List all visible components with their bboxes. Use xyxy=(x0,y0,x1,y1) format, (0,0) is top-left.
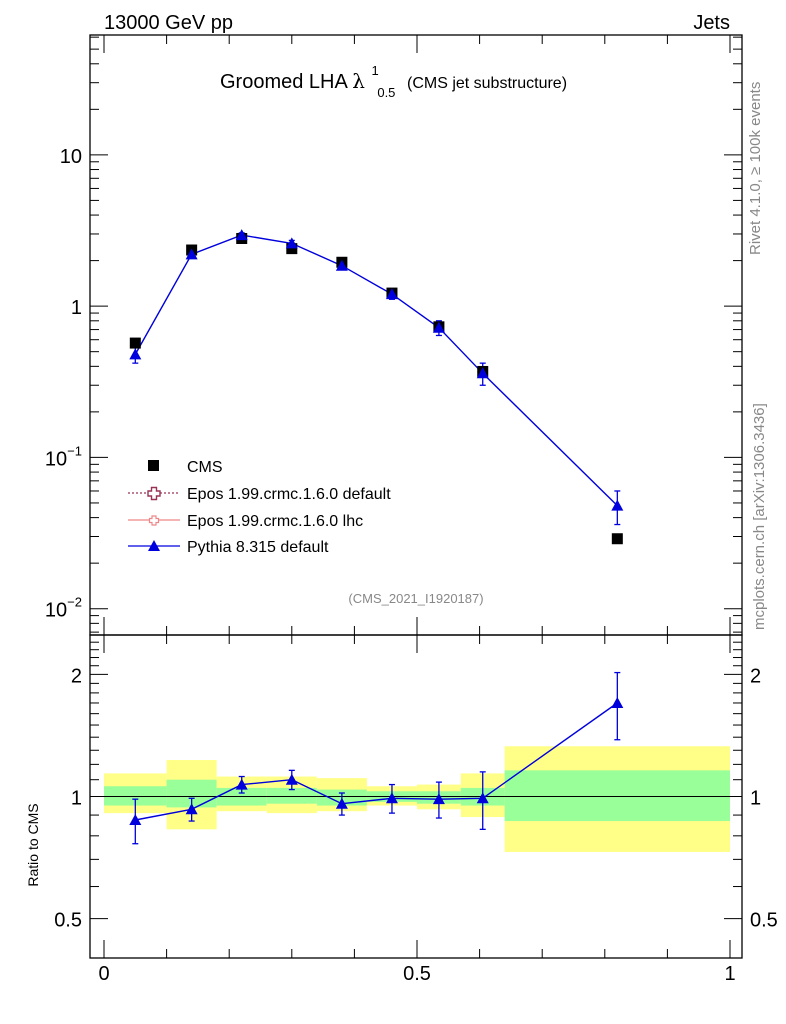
ratio-axis-label: Ratio to CMS xyxy=(25,803,41,886)
pythia-point xyxy=(476,367,489,379)
main-y-tick-label: 10−1 xyxy=(45,443,82,470)
legend-entry-cms: CMS xyxy=(148,459,223,476)
main-y-tick-label: 1 xyxy=(71,297,82,319)
title-symbol: λ xyxy=(352,69,365,93)
legend: CMS Epos 1.99.crmc.1.6.0 default Epos 1.… xyxy=(128,459,391,556)
pythia-point xyxy=(285,237,298,249)
ratio-pythia-point xyxy=(285,773,298,785)
ratio-pythia-point xyxy=(335,797,348,809)
ratio-y-tick-label: 0.5 xyxy=(54,910,82,932)
tick-base: 10 xyxy=(45,448,67,470)
pythia-point xyxy=(385,288,398,300)
ratio-pythia-point xyxy=(129,814,142,826)
ratio-y-tick-label-right: 2 xyxy=(750,665,761,687)
legend-entry-epos-lhc: Epos 1.99.crmc.1.6.0 lhc xyxy=(128,513,363,530)
analysis-id: (CMS_2021_I1920187) xyxy=(348,591,483,606)
tick-exponent: −1 xyxy=(67,443,82,458)
ratio-pythia-point xyxy=(476,792,489,804)
legend-label-cms: CMS xyxy=(187,459,223,476)
legend-marker-epos-default xyxy=(147,486,161,501)
rivet-label: Rivet 4.1.0, ≥ 100k events xyxy=(747,82,764,255)
title-main: Groomed LHA xyxy=(220,71,348,93)
ratio-band-stat xyxy=(504,770,730,822)
pythia-point xyxy=(335,259,348,271)
legend-entry-epos-default: Epos 1.99.crmc.1.6.0 default xyxy=(128,486,391,503)
legend-label-epos-default: Epos 1.99.crmc.1.6.0 default xyxy=(187,486,391,503)
mcplots-label: mcplots.cern.ch [arXiv:1306.3436] xyxy=(751,403,768,630)
ratio-pythia-point xyxy=(385,792,398,804)
ratio-y-tick-label-right: 0.5 xyxy=(750,910,778,932)
pythia-point xyxy=(611,499,624,511)
legend-entry-pythia: Pythia 8.315 default xyxy=(128,539,329,556)
ratio-band-stat xyxy=(104,786,167,806)
ratio-y-tick-label: 2 xyxy=(71,665,82,687)
ratio-band-stat xyxy=(266,787,317,804)
title-subscript: 0.5 xyxy=(377,85,395,100)
x-tick-label: 1 xyxy=(724,963,735,985)
cms-point xyxy=(129,337,141,349)
ratio-series xyxy=(129,671,624,845)
ratio-y-tick-label: 1 xyxy=(71,788,82,810)
ratio-axes: 0 0.5 1 0.5 0.5 1 1 2 2 xyxy=(54,634,778,985)
legend-marker-pythia xyxy=(148,540,160,551)
pythia-point xyxy=(235,229,248,241)
main-y-tick-label: 10 xyxy=(60,146,82,168)
legend-marker-cms xyxy=(148,460,159,471)
legend-marker-epos-lhc xyxy=(148,515,160,526)
cms-point xyxy=(286,243,298,255)
legend-label-epos-lhc: Epos 1.99.crmc.1.6.0 lhc xyxy=(187,513,363,530)
title-suffix: (CMS jet substructure) xyxy=(407,75,567,92)
tick-base: 10 xyxy=(45,600,67,622)
category-label: Jets xyxy=(693,12,730,34)
pythia-point xyxy=(432,321,445,333)
pythia-point xyxy=(185,248,198,260)
legend-label-pythia: Pythia 8.315 default xyxy=(187,539,329,556)
x-tick-label: 0.5 xyxy=(403,963,431,985)
ratio-pythia-point xyxy=(611,696,624,708)
ratio-pythia-point xyxy=(235,778,248,790)
pythia-point xyxy=(129,348,142,360)
ratio-pythia-point xyxy=(185,803,198,815)
main-series xyxy=(129,229,624,545)
energy-label: 13000 GeV pp xyxy=(104,12,233,34)
ratio-pythia-point xyxy=(432,793,445,805)
x-tick-label: 0 xyxy=(98,963,109,985)
ratio-y-tick-label-right: 1 xyxy=(750,788,761,810)
main-y-tick-label: 10−2 xyxy=(45,595,82,622)
cms-point xyxy=(611,533,623,545)
tick-exponent: −2 xyxy=(67,595,82,610)
title-superscript: 1 xyxy=(372,63,379,78)
chart-title: Groomed LHA λ 1 0.5 (CMS jet substructur… xyxy=(220,58,567,102)
